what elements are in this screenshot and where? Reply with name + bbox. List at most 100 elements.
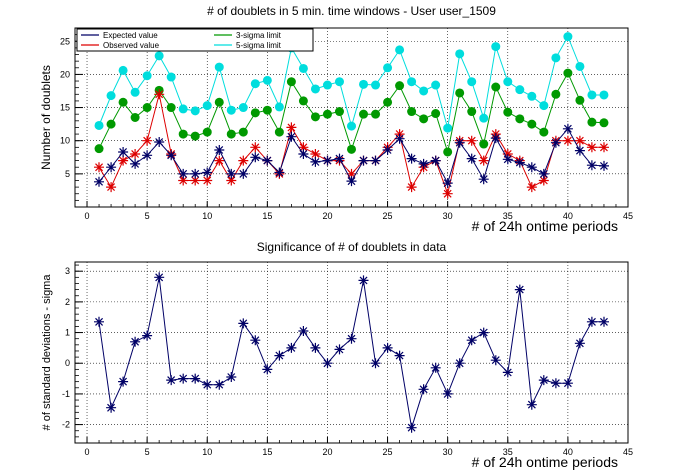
data-point — [370, 155, 381, 166]
data-point — [419, 86, 429, 96]
data-point — [359, 109, 369, 119]
y-tick-label: -1 — [62, 389, 70, 399]
y-axis-label: Number of doublets — [39, 65, 53, 170]
data-point — [226, 372, 237, 382]
data-point — [443, 123, 453, 133]
y-tick-label: 5 — [65, 169, 70, 179]
data-point — [599, 142, 609, 153]
data-point — [238, 318, 249, 329]
data-point — [407, 77, 417, 87]
x-tick-label: 15 — [262, 211, 272, 221]
data-point — [226, 105, 236, 115]
data-point — [478, 327, 489, 338]
data-point — [347, 144, 356, 154]
data-point — [443, 147, 453, 157]
data-point — [190, 168, 201, 179]
data-point — [310, 112, 320, 122]
data-point — [574, 145, 585, 156]
data-point — [370, 358, 381, 369]
data-point — [526, 162, 537, 173]
chart-title: # of doublets in 5 min. time windows - U… — [207, 4, 496, 18]
legend-entry: 3-sigma limit — [236, 31, 282, 40]
data-point — [467, 77, 477, 87]
data-point — [491, 42, 501, 52]
x-tick-label: 40 — [563, 447, 573, 457]
x-tick-label: 40 — [563, 211, 573, 221]
data-point — [250, 152, 261, 163]
data-point — [394, 133, 405, 144]
y-tick-label: 10 — [60, 136, 70, 146]
x-tick-label: 45 — [623, 447, 633, 457]
data-point — [406, 422, 417, 433]
data-point — [310, 149, 321, 159]
x-tick-label: 30 — [443, 211, 453, 221]
data-point — [322, 109, 332, 119]
data-point — [406, 153, 417, 164]
data-point — [418, 158, 429, 169]
data-point — [226, 175, 237, 186]
data-point — [142, 135, 153, 146]
data-point — [551, 53, 561, 63]
data-point — [358, 155, 369, 166]
data-point — [118, 155, 129, 166]
data-point — [430, 362, 441, 373]
data-point — [250, 79, 260, 89]
data-point — [599, 316, 609, 327]
bottom-panel: Significance of # of doublets in data 0 5 1… — [41, 240, 633, 470]
data-point — [106, 162, 117, 173]
data-point — [347, 121, 356, 131]
data-point — [154, 137, 165, 147]
data-point — [118, 376, 129, 387]
data-point — [106, 91, 116, 101]
x-tick-label: 0 — [85, 211, 90, 221]
data-point — [550, 378, 561, 389]
data-point — [298, 326, 309, 336]
data-point — [431, 80, 441, 90]
data-point — [491, 82, 501, 92]
data-point — [539, 127, 549, 137]
data-point — [466, 135, 477, 146]
x-axis-label: # of 24h ontime periods — [472, 218, 618, 234]
data-point — [527, 119, 537, 129]
data-point — [442, 188, 453, 199]
data-point — [503, 77, 513, 87]
top-panel: # of doublets in 5 min. time windows - U… — [39, 4, 633, 234]
data-point — [538, 175, 549, 186]
data-point — [514, 284, 525, 295]
data-point — [454, 358, 465, 369]
data-point — [563, 32, 573, 42]
data-point — [298, 142, 309, 153]
data-point — [322, 358, 333, 369]
data-point — [250, 335, 261, 346]
data-point — [274, 350, 285, 361]
y-tick-label: 1 — [65, 328, 70, 338]
x-tick-label: 5 — [145, 211, 150, 221]
y-tick-label: -2 — [62, 420, 70, 430]
data-point — [562, 378, 573, 389]
data-point — [190, 131, 200, 141]
data-point — [514, 157, 525, 168]
data-point — [118, 65, 128, 75]
data-point — [130, 158, 141, 169]
data-point — [214, 379, 225, 390]
data-point — [214, 62, 224, 72]
data-point — [442, 178, 453, 189]
data-point — [238, 155, 249, 166]
data-point — [310, 156, 321, 167]
data-point — [334, 153, 345, 164]
data-point — [551, 89, 561, 99]
data-point — [418, 384, 429, 395]
x-tick-label: 35 — [503, 447, 513, 457]
data-point — [562, 123, 573, 134]
data-point — [539, 101, 549, 111]
data-point — [334, 344, 345, 355]
data-point — [358, 275, 369, 286]
y-axis-label: # of standard deviations - sigma — [41, 274, 53, 431]
data-point — [166, 103, 176, 113]
data-point — [550, 137, 561, 148]
data-point — [286, 77, 296, 87]
data-point — [502, 149, 513, 159]
data-point — [262, 75, 272, 85]
data-point — [466, 153, 477, 164]
legend-entry: 5-sigma limit — [236, 41, 282, 50]
